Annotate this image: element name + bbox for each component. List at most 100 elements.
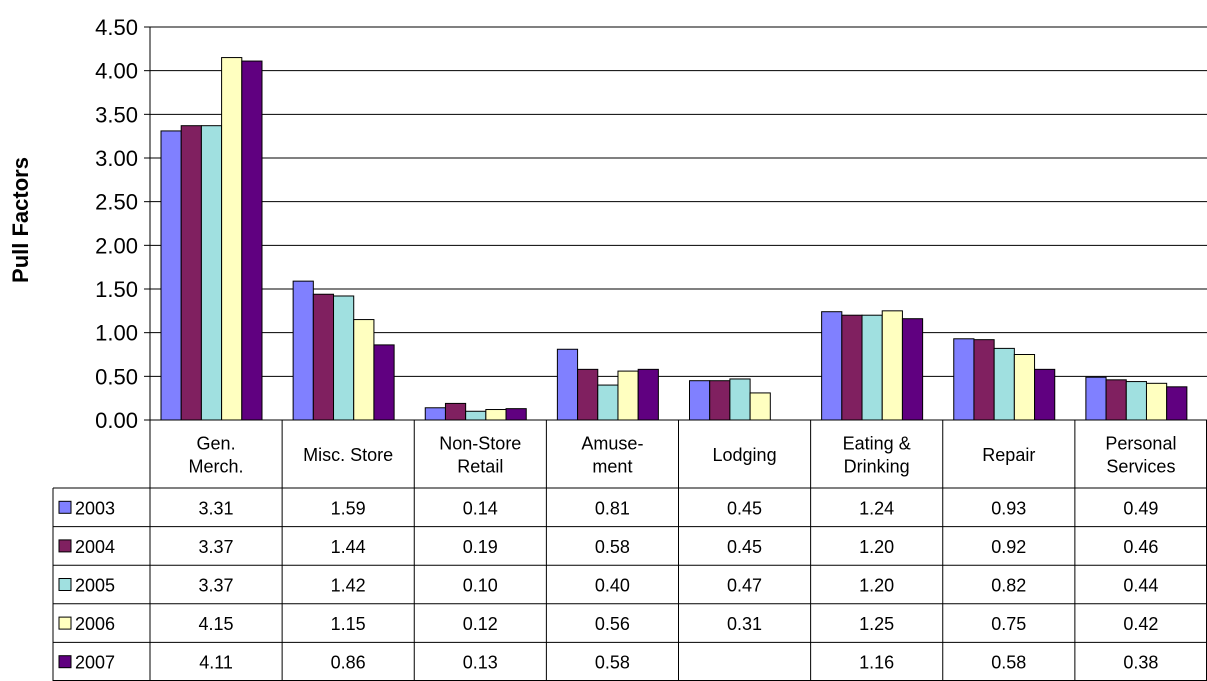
bar-2005-5 <box>861 314 883 421</box>
y-axis-label: Pull Factors <box>8 157 33 283</box>
bar-2007-0 <box>241 60 263 421</box>
bar-2006-4 <box>749 392 771 421</box>
bar-2007-7 <box>1166 386 1188 421</box>
bar-2004-2 <box>444 402 467 421</box>
category-label: Repair <box>982 445 1035 465</box>
legend-label-2004: 2004 <box>75 537 115 557</box>
bar-2005-3 <box>597 384 619 421</box>
legend-label-2006: 2006 <box>75 614 115 634</box>
bar-2005-6 <box>993 347 1015 421</box>
data-label-2004-6: 0.92 <box>991 537 1026 557</box>
y-tick-label: 0.50 <box>95 364 138 389</box>
bar-2004-3 <box>577 368 599 421</box>
bar-2007-1 <box>373 344 395 421</box>
data-label-2005-2: 0.10 <box>463 576 498 596</box>
legend-swatch-2004 <box>58 539 72 553</box>
bar-2005-7 <box>1125 381 1147 421</box>
data-label-2004-4: 0.45 <box>727 537 762 557</box>
category-label: Drinking <box>844 457 910 477</box>
category-label: Lodging <box>713 445 777 465</box>
bar-2005-4 <box>729 378 751 421</box>
bar-2006-5 <box>881 310 903 421</box>
y-tick-label: 0.00 <box>95 408 138 433</box>
bar-2006-2 <box>485 409 507 421</box>
legend-label-2005: 2005 <box>75 576 115 596</box>
bar-2004-5 <box>841 314 863 421</box>
legend-swatch-2006 <box>58 616 72 630</box>
data-label-2003-3: 0.81 <box>595 498 630 518</box>
y-tick-label: 2.50 <box>95 190 138 215</box>
bar-2006-3 <box>617 370 639 421</box>
bar-2003-6 <box>953 338 975 421</box>
bar-2003-2 <box>424 407 446 421</box>
legend-label-2007: 2007 <box>75 653 115 673</box>
data-label-2003-1: 1.59 <box>331 498 366 518</box>
data-label-2004-2: 0.19 <box>463 537 498 557</box>
data-label-2006-0: 4.15 <box>199 614 234 634</box>
data-label-2006-4: 0.31 <box>727 614 762 634</box>
legend-swatch-2007 <box>58 655 72 669</box>
data-label-2005-1: 1.42 <box>331 576 366 596</box>
data-label-2006-1: 1.15 <box>331 614 366 634</box>
data-label-2007-6: 0.58 <box>991 653 1026 673</box>
category-label: Services <box>1106 457 1175 477</box>
data-label-2004-3: 0.58 <box>595 537 630 557</box>
bar-2005-0 <box>200 125 223 421</box>
data-label-2005-3: 0.40 <box>595 576 630 596</box>
data-label-2004-1: 1.44 <box>331 537 366 557</box>
data-label-2005-7: 0.44 <box>1123 576 1158 596</box>
data-table: Gen. Merch. Misc. Store Non-Store Retail Amus… <box>52 419 1207 681</box>
legend-swatch-2003 <box>58 500 72 514</box>
y-tick-label: 4.00 <box>95 59 138 84</box>
category-label: Retail <box>457 457 503 477</box>
y-tick-label: 1.50 <box>95 277 138 302</box>
legend-label-2003: 2003 <box>75 498 115 518</box>
data-label-2007-5: 1.16 <box>859 653 894 673</box>
category-label: Non-Store <box>439 434 521 454</box>
data-label-2005-5: 1.20 <box>859 576 894 596</box>
data-label-2006-6: 0.75 <box>991 614 1026 634</box>
data-label-2005-0: 3.37 <box>199 576 234 596</box>
data-label-2007-2: 0.13 <box>463 653 498 673</box>
data-label-2004-5: 1.20 <box>859 537 894 557</box>
category-label: Merch. <box>189 457 244 477</box>
bar-2006-0 <box>221 57 243 421</box>
data-label-2003-0: 3.31 <box>199 498 234 518</box>
bar-2004-0 <box>180 125 202 421</box>
legend-swatch-2005 <box>58 578 72 591</box>
data-label-2003-5: 1.24 <box>859 498 894 518</box>
y-axis-ticks: 0.00 0.50 1.00 1.50 2.00 2.50 3.00 3.50 4.00 4.50 <box>95 15 151 433</box>
bar-2007-2 <box>505 408 527 421</box>
bar-2006-7 <box>1145 382 1168 421</box>
data-label-2007-3: 0.58 <box>595 653 630 673</box>
data-label-2005-4: 0.47 <box>727 576 762 596</box>
category-label: Personal <box>1105 434 1176 454</box>
bar-2004-4 <box>709 380 731 421</box>
bars <box>160 57 1188 421</box>
data-label-2003-6: 0.93 <box>991 498 1026 518</box>
data-label-2006-5: 1.25 <box>859 614 894 634</box>
data-label-2007-0: 4.11 <box>199 653 233 673</box>
bar-2003-4 <box>689 380 711 421</box>
bar-2004-1 <box>312 293 335 421</box>
y-tick-label: 3.00 <box>95 146 138 171</box>
data-label-2004-0: 3.37 <box>199 537 234 557</box>
category-label: Misc. Store <box>303 445 393 465</box>
bar-2003-0 <box>160 130 182 421</box>
data-label-2006-2: 0.12 <box>463 614 498 634</box>
category-label: Amuse- <box>581 434 643 454</box>
data-label-2006-3: 0.56 <box>595 614 630 634</box>
category-label: Eating & <box>843 434 911 454</box>
bar-2003-5 <box>821 311 843 421</box>
y-tick-label: 2.00 <box>95 233 138 258</box>
data-label-2004-7: 0.46 <box>1123 537 1158 557</box>
data-label-2005-6: 0.82 <box>991 576 1026 596</box>
y-tick-label: 4.50 <box>95 15 138 40</box>
data-label-2007-1: 0.86 <box>331 653 366 673</box>
bar-2007-3 <box>637 368 659 421</box>
category-label: ment <box>592 457 632 477</box>
category-label: Gen. <box>197 434 236 454</box>
data-label-2003-7: 0.49 <box>1123 498 1158 518</box>
data-label-2006-7: 0.42 <box>1123 614 1158 634</box>
